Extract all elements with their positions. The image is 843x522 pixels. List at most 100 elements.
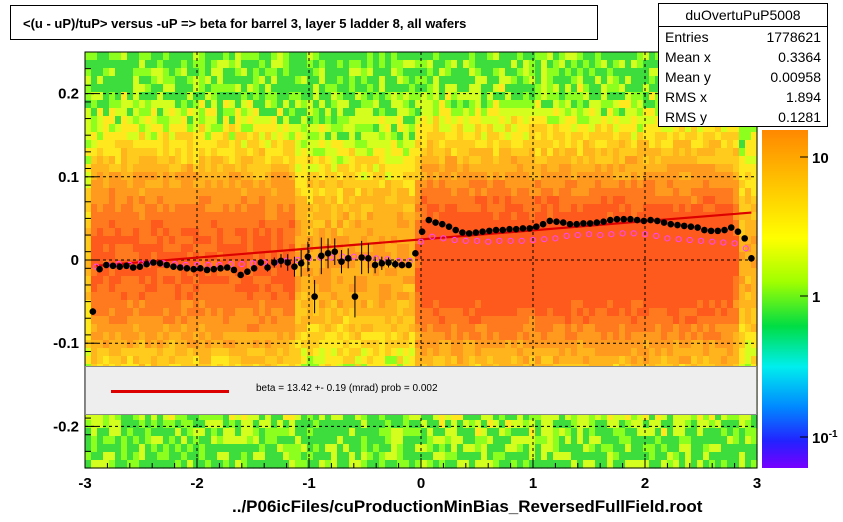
heatmap-cell: [217, 340, 224, 349]
heatmap-cell: [319, 228, 326, 237]
heatmap-cell: [343, 92, 350, 101]
heatmap-cell: [139, 276, 146, 285]
heatmap-cell: [403, 60, 410, 69]
heatmap-cell: [625, 308, 632, 317]
heatmap-cell: [223, 244, 230, 253]
heatmap-cell: [421, 436, 428, 445]
heatmap-cell: [571, 244, 578, 253]
heatmap-cell: [115, 92, 122, 101]
heatmap-cell: [103, 356, 110, 365]
heatmap-cell: [175, 172, 182, 181]
heatmap-cell: [127, 420, 134, 429]
heatmap-cell: [343, 332, 350, 341]
heatmap-cell: [331, 100, 338, 109]
heatmap-cell: [229, 132, 236, 141]
heatmap-cell: [649, 132, 656, 141]
heatmap-cell: [589, 412, 596, 421]
heatmap-cell: [577, 228, 584, 237]
heatmap-cell: [355, 316, 362, 325]
heatmap-cell: [481, 444, 488, 453]
heatmap-cell: [367, 100, 374, 109]
heatmap-cell: [265, 460, 272, 469]
heatmap-cell: [637, 116, 644, 125]
heatmap-cell: [343, 52, 350, 61]
heatmap-cell: [313, 52, 320, 61]
heatmap-cell: [97, 124, 104, 133]
heatmap-cell: [571, 444, 578, 453]
heatmap-cell: [427, 132, 434, 141]
heatmap-cell: [499, 260, 506, 269]
heatmap-cell: [607, 164, 614, 173]
heatmap-cell: [121, 180, 128, 189]
heatmap-cell: [109, 100, 116, 109]
heatmap-cell: [301, 412, 308, 421]
heatmap-cell: [409, 276, 416, 285]
heatmap-cell: [127, 324, 134, 333]
heatmap-cell: [181, 460, 188, 469]
heatmap-cell: [463, 412, 470, 421]
heatmap-cell: [499, 324, 506, 333]
heatmap-cell: [91, 52, 98, 61]
heatmap-cell: [319, 132, 326, 141]
heatmap-cell: [109, 132, 116, 141]
heatmap-cell: [229, 76, 236, 85]
heatmap-cell: [355, 252, 362, 261]
heatmap-cell: [181, 204, 188, 213]
heatmap-cell: [571, 172, 578, 181]
heatmap-cell: [175, 100, 182, 109]
heatmap-cell: [97, 156, 104, 165]
heatmap-cell: [175, 420, 182, 429]
heatmap-cell: [379, 140, 386, 149]
heatmap-cell: [301, 196, 308, 205]
heatmap-cell: [115, 140, 122, 149]
heatmap-cell: [229, 300, 236, 309]
heatmap-cell: [541, 164, 548, 173]
heatmap-cell: [589, 108, 596, 117]
heatmap-cell: [295, 420, 302, 429]
heatmap-cell: [547, 204, 554, 213]
heatmap-cell: [85, 140, 92, 149]
heatmap-cell: [127, 156, 134, 165]
heatmap-cell: [301, 340, 308, 349]
heatmap-cell: [247, 244, 254, 253]
heatmap-cell: [475, 60, 482, 69]
heatmap-cell: [397, 268, 404, 277]
heatmap-cell: [529, 460, 536, 469]
heatmap-cell: [529, 140, 536, 149]
heatmap-cell: [565, 76, 572, 85]
heatmap-cell: [475, 412, 482, 421]
heatmap-cell: [271, 156, 278, 165]
heatmap-cell: [307, 52, 314, 61]
heatmap-cell: [307, 60, 314, 69]
heatmap-cell: [85, 124, 92, 133]
heatmap-cell: [379, 212, 386, 221]
heatmap-cell: [229, 308, 236, 317]
heatmap-cell: [331, 412, 338, 421]
heatmap-cell: [199, 180, 206, 189]
heatmap-cell: [229, 196, 236, 205]
heatmap-cell: [655, 132, 662, 141]
heatmap-cell: [379, 356, 386, 365]
heatmap-cell: [397, 412, 404, 421]
heatmap-cell: [211, 292, 218, 301]
heatmap-cell: [229, 228, 236, 237]
heatmap-cell: [367, 340, 374, 349]
heatmap-cell: [217, 300, 224, 309]
heatmap-cell: [283, 244, 290, 253]
heatmap-cell: [559, 92, 566, 101]
heatmap-cell: [535, 92, 542, 101]
heatmap-cell: [91, 180, 98, 189]
heatmap-cell: [355, 132, 362, 141]
heatmap-cell: [577, 340, 584, 349]
heatmap-cell: [421, 140, 428, 149]
heatmap-cell: [457, 316, 464, 325]
heatmap-cell: [361, 412, 368, 421]
heatmap-cell: [85, 84, 92, 93]
heatmap-cell: [295, 316, 302, 325]
heatmap-cell: [559, 356, 566, 365]
heatmap-cell: [211, 180, 218, 189]
heatmap-cell: [241, 156, 248, 165]
heatmap-cell: [151, 156, 158, 165]
heatmap-cell: [385, 268, 392, 277]
heatmap-cell: [271, 420, 278, 429]
